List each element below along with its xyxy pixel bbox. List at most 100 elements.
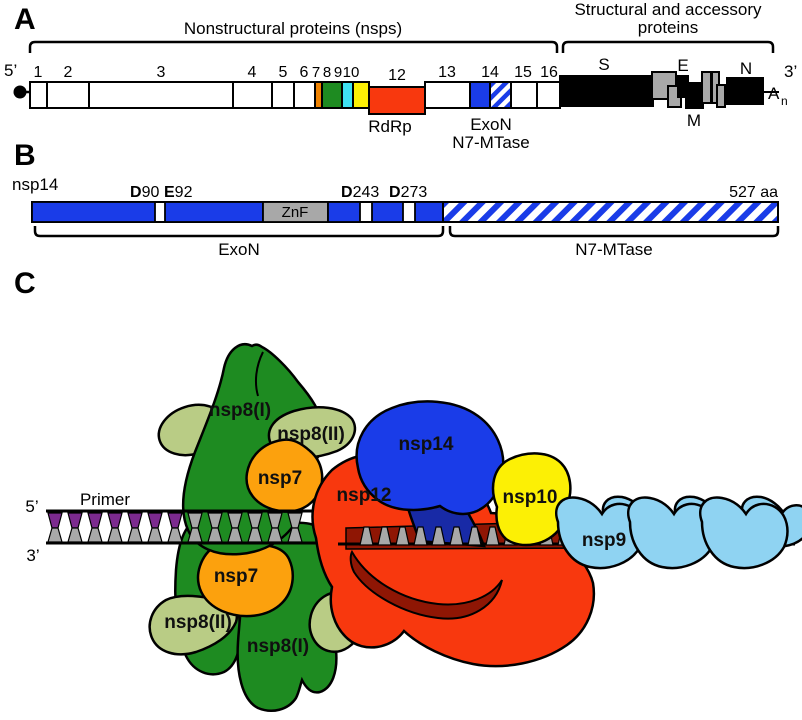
nsp5-num: 5 (279, 64, 288, 81)
rna-base-pairs (47, 512, 303, 543)
nsp15-box (510, 81, 538, 109)
nsp16-num: 16 (540, 64, 558, 81)
m-orf-label: M (687, 111, 701, 130)
upper-complex (157, 343, 357, 556)
template-base (467, 526, 482, 546)
nsp8-box (321, 81, 343, 109)
template-base (167, 527, 183, 543)
residue-d243-letter: D (341, 184, 353, 201)
n7mtase-segment (442, 201, 779, 223)
template-base (47, 527, 63, 543)
template-base (227, 527, 243, 543)
nsp7-box (314, 81, 323, 109)
genome-3prime-label: 3’ (784, 62, 797, 81)
residue-d273-number: 273 (401, 184, 428, 201)
n7mtase-bracket-label: N7-MTase (575, 240, 652, 259)
panel-b-letter: B (14, 139, 36, 172)
nsp-numbers: 1 2 3 4 5 6 7 8 9 10 12 13 14 15 16 (34, 64, 558, 84)
protein-length-label: 527 aa (729, 184, 778, 201)
residue-d273: D273 (389, 184, 427, 201)
panel-c-letter: C (14, 267, 36, 300)
template-base (87, 527, 103, 543)
nsp6-num: 6 (300, 64, 309, 81)
template-base (127, 527, 143, 543)
residue-e92: E92 (164, 184, 193, 201)
exon-segment-4 (371, 201, 404, 223)
nsp8i-top-label: nsp8(I) (209, 400, 271, 421)
nsp14-mtase-box (489, 81, 512, 109)
nsp14-label: nsp14 (399, 434, 454, 455)
template-base (67, 527, 83, 543)
nsp10-box (352, 81, 370, 109)
nsp16-box (536, 81, 561, 109)
n7mtase-label-a: N7-MTase (452, 133, 529, 152)
nsp10-label: nsp10 (503, 487, 558, 508)
primer-base (67, 512, 83, 529)
exon-segment-5 (414, 201, 444, 223)
primer-label: Primer (80, 490, 130, 509)
nsp7-bottom-label: nsp7 (214, 566, 258, 587)
nsp-boxes (29, 81, 561, 115)
nsp7-top-label: nsp7 (258, 468, 302, 489)
exon-bracket-label: ExoN (218, 240, 260, 259)
nsps-bracket-label: Nonstructural proteins (nsps) (184, 19, 402, 38)
accessory-orf-box-5 (716, 84, 726, 108)
structural-bracket (561, 40, 775, 53)
nsp10-num: 10 (343, 64, 360, 81)
template-base (287, 527, 303, 543)
primer-base (127, 512, 143, 529)
nsp8i-bottom-label: nsp8(I) (247, 636, 309, 657)
znf-label: ZnF (282, 204, 309, 221)
nsps-bracket (28, 40, 559, 53)
exon-segment-1 (31, 201, 156, 223)
rna-3prime-label: 3’ (26, 546, 39, 565)
panel-b: B nsp14 D90 E92 D243 D273 527 aa ZnF Exo… (12, 139, 780, 259)
nsp3-num: 3 (157, 64, 166, 81)
residue-d90-number: 90 (142, 184, 160, 201)
polya-subscript: n (781, 94, 788, 108)
template-base (147, 527, 163, 543)
primer-base (147, 512, 163, 529)
primer-base (87, 512, 103, 529)
nsp9-box (341, 81, 354, 109)
exon-segment-3 (327, 201, 361, 223)
nsp7-bottom-blob (196, 539, 295, 618)
nsp7-top-blob (245, 438, 324, 513)
rdrp-label: RdRp (368, 117, 411, 136)
n-orf-box (726, 77, 764, 105)
m-orf-box (685, 82, 704, 109)
genome-5prime-label: 5’ (4, 61, 17, 80)
nsp13-box (424, 81, 471, 109)
nsp1-num: 1 (34, 64, 43, 81)
nsp14-num: 14 (481, 64, 499, 81)
nsp6-box (293, 81, 316, 109)
n7mtase-bracket (448, 226, 780, 238)
exon-segment-2 (164, 201, 264, 223)
primer-base (107, 512, 123, 529)
nsp8i-top-crease (254, 351, 264, 397)
template-base (377, 526, 392, 546)
template-base (359, 526, 374, 546)
residue-d90-letter: D (130, 184, 142, 201)
template-base (207, 527, 223, 543)
nsp14-exon-box (469, 81, 491, 109)
n-orf-label: N (740, 59, 752, 78)
polya-label: A (768, 84, 780, 103)
nsp14-protein-label: nsp14 (12, 175, 58, 194)
residue-d273-letter: D (389, 184, 401, 201)
nsp14-domain-segments (31, 201, 779, 223)
residue-d243: D243 (341, 184, 379, 201)
nsp8ii-top-label: nsp8(II) (277, 424, 345, 445)
template-base (449, 526, 464, 546)
nsp12-label: nsp12 (337, 485, 392, 506)
template-base (395, 526, 410, 546)
nsp12-box (368, 86, 426, 115)
panel-a-letter: A (14, 3, 36, 36)
s-orf-box (559, 75, 654, 107)
nsp9-num: 9 (334, 64, 342, 81)
panel-a: A Nonstructural proteins (nsps) Structur… (4, 0, 797, 152)
nsp2-box (46, 81, 90, 109)
nsp4-box (232, 81, 273, 109)
